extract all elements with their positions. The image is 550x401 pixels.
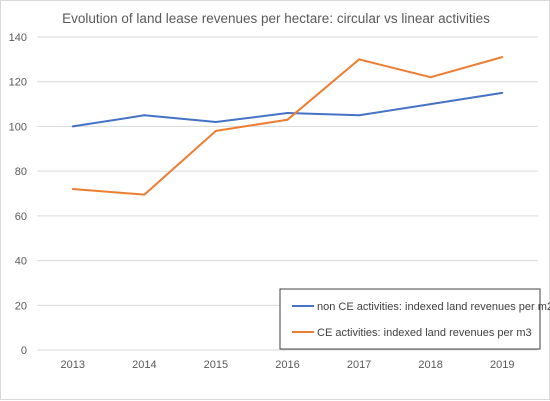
data-point: [143, 114, 146, 117]
data-point: [71, 125, 74, 128]
x-tick-label: 2014: [132, 359, 156, 371]
x-tick-label: 2019: [490, 359, 514, 371]
x-tick-label: 2018: [418, 359, 442, 371]
y-tick-label: 60: [15, 211, 27, 223]
data-point: [501, 56, 504, 59]
series-lines: [71, 56, 504, 196]
data-point: [429, 76, 432, 79]
gridlines: [37, 36, 538, 351]
legend: non CE activities: indexed land revenues…: [279, 288, 550, 350]
data-point: [429, 103, 432, 106]
y-tick-label: 0: [21, 345, 27, 357]
data-point: [286, 112, 289, 115]
x-tick-label: 2016: [275, 359, 299, 371]
data-point: [286, 118, 289, 121]
series-line-ce: [72, 56, 503, 196]
data-point: [143, 193, 146, 196]
y-tick-label: 120: [9, 77, 27, 89]
legend-box: [279, 288, 541, 350]
x-axis-ticks: 2013 2014 2015 2016 2017 2018 2019: [61, 359, 515, 371]
y-tick-label: 100: [9, 121, 27, 133]
y-tick-label: 140: [9, 32, 27, 44]
y-tick-label: 40: [15, 256, 27, 268]
chart-title: Evolution of land lease revenues per hec…: [62, 11, 490, 26]
x-tick-label: 2015: [204, 359, 228, 371]
x-tick-label: 2013: [61, 359, 85, 371]
data-point: [358, 58, 361, 61]
y-tick-label: 80: [15, 166, 27, 178]
data-point: [214, 129, 217, 132]
data-point: [214, 120, 217, 123]
y-axis-ticks: 0 20 40 60 80 100 120 140: [9, 32, 27, 357]
data-point: [358, 114, 361, 117]
x-tick-label: 2017: [347, 359, 371, 371]
legend-label-ce: CE activities: indexed land revenues per…: [317, 327, 532, 339]
y-tick-label: 20: [15, 300, 27, 312]
series-line-non-ce: [72, 91, 503, 128]
data-point: [71, 188, 74, 191]
data-point: [501, 91, 504, 94]
legend-label-non-ce: non CE activities: indexed land revenues…: [317, 301, 550, 313]
